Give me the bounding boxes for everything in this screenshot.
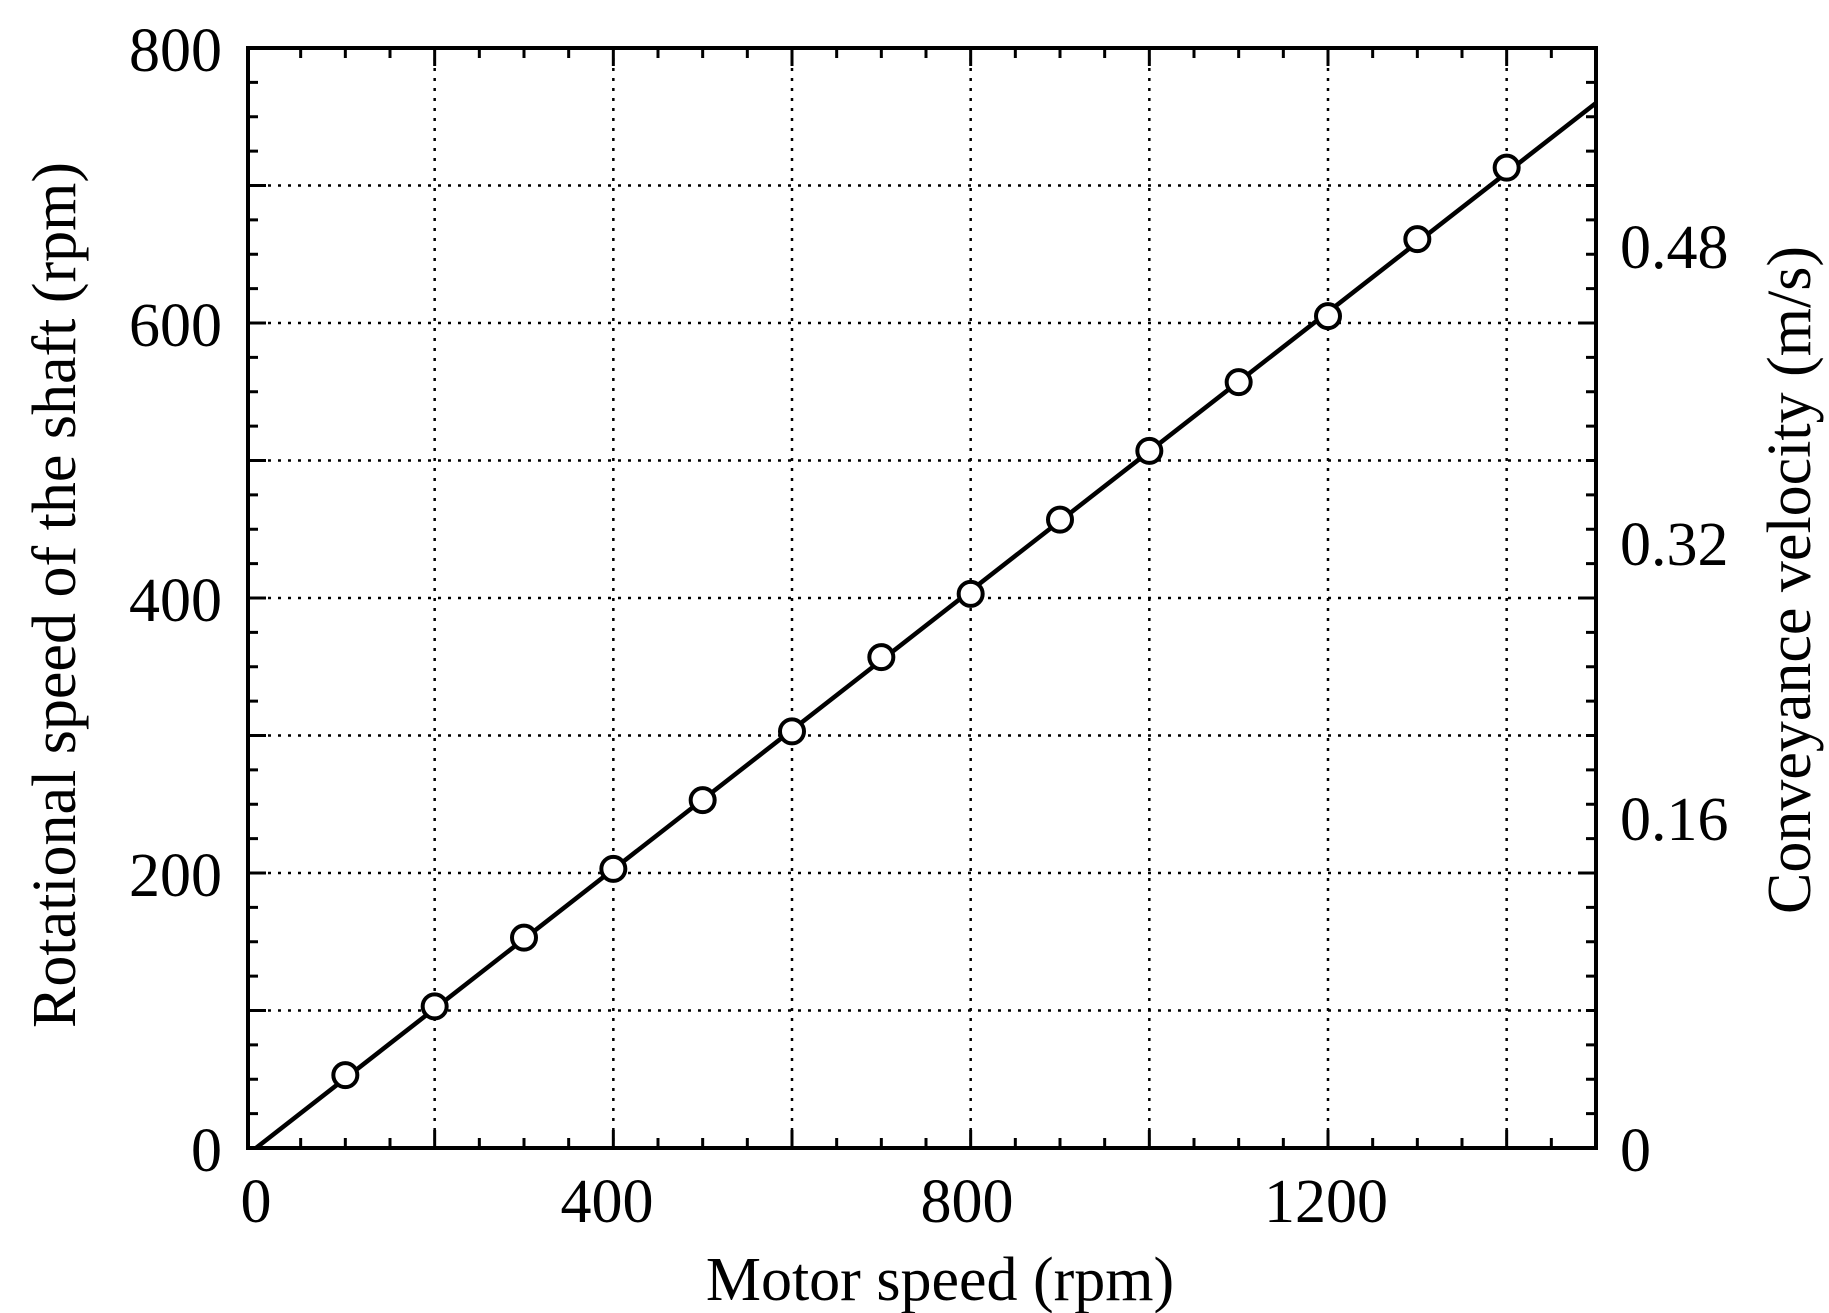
y2-tick-label: 0.16 [1620, 786, 1729, 854]
grid-lines [248, 48, 1596, 1148]
y2-axis-title: Conveyance velocity (m/s) [1756, 246, 1824, 914]
data-point [331, 1061, 360, 1090]
y2-axis-tick-labels: 0 0.16 0.32 0.48 [1620, 214, 1729, 1185]
data-point [688, 786, 717, 815]
data-point [1492, 153, 1521, 182]
x-tick-label: 0 [241, 1168, 272, 1236]
data-point [778, 717, 806, 746]
plot-frame [246, 46, 1598, 1150]
x-tick-label: 1200 [1264, 1168, 1388, 1236]
y2-tick-label: 0.48 [1620, 214, 1729, 282]
data-point [1046, 505, 1074, 534]
y2-tick-label: 0 [1620, 1117, 1651, 1185]
x-axis-title: Motor speed (rpm) [706, 1246, 1174, 1313]
data-point [956, 579, 985, 608]
data-point [1224, 368, 1253, 397]
y-tick-label: 400 [129, 567, 222, 635]
fit-line [254, 101, 1598, 1150]
y-axis-tick-labels: 0 200 400 600 800 [129, 17, 222, 1185]
data-points [331, 153, 1521, 1090]
data-point [510, 923, 538, 952]
data-point [420, 992, 449, 1021]
y-tick-label: 800 [129, 17, 222, 85]
y-tick-label: 200 [129, 842, 222, 910]
x-axis-tick-labels: 0 400 800 1200 [241, 1168, 1389, 1236]
y-tick-label: 0 [191, 1117, 222, 1185]
data-point [1135, 436, 1164, 465]
data-point [867, 643, 896, 672]
x-tick-label: 800 [921, 1168, 1014, 1236]
y-axis-title: Rotational speed of the shaft (rpm) [21, 162, 89, 1028]
data-point [1314, 302, 1342, 331]
x-tick-label: 400 [561, 1168, 654, 1236]
y-tick-label: 600 [129, 292, 222, 360]
data-point [1403, 225, 1432, 254]
fit-line-layer [254, 101, 1598, 1150]
data-point [599, 854, 628, 883]
y2-tick-label: 0.32 [1620, 511, 1729, 579]
